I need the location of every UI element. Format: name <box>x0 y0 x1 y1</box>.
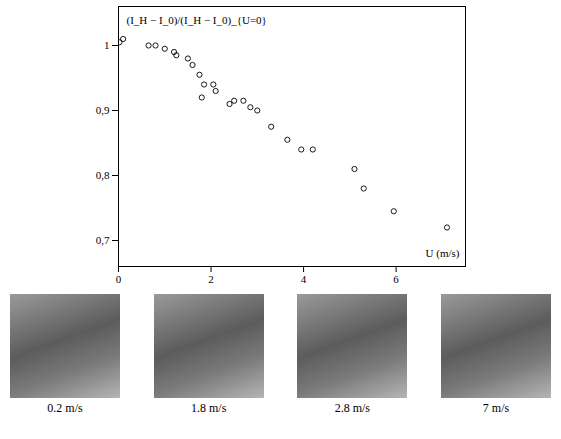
svg-text:4: 4 <box>301 273 307 285</box>
svg-text:1: 1 <box>104 39 110 51</box>
svg-text:0,8: 0,8 <box>96 169 110 181</box>
html-text:0.2 m/s: 0.2 m/s <box>47 401 83 415</box>
svg-text:0,9: 0,9 <box>96 104 110 116</box>
svg-text:6: 6 <box>393 273 399 285</box>
svg-text:(I_H − I_0)/(I_H − I_0)_{U=0}: (I_H − I_0)/(I_H − I_0)_{U=0} <box>127 14 267 27</box>
html-text:2.8 m/s: 2.8 m/s <box>334 401 370 415</box>
svg-text:U (m/s): U (m/s) <box>426 247 460 260</box>
svg-text:0,7: 0,7 <box>96 234 110 246</box>
svg-text:2: 2 <box>208 273 214 285</box>
html-text:1.8 m/s: 1.8 m/s <box>191 401 227 415</box>
html-text:7 m/s: 7 m/s <box>482 401 510 415</box>
svg-text:0: 0 <box>116 273 122 285</box>
